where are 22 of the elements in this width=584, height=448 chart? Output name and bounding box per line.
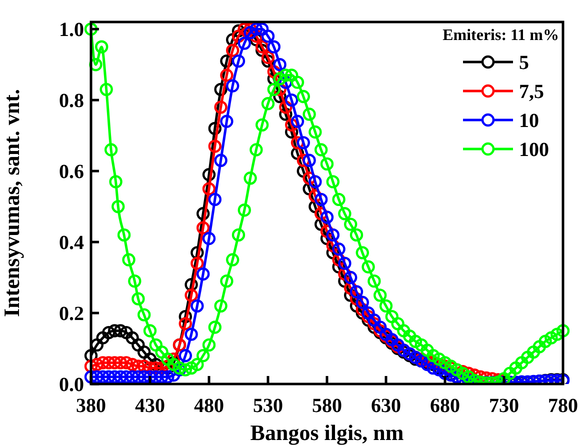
x-tick-label: 430: [135, 395, 165, 417]
x-tick-label: 580: [312, 395, 342, 417]
legend-label: 10: [519, 110, 539, 132]
x-tick-label: 530: [253, 395, 283, 417]
y-tick-label: 1.0: [59, 19, 84, 42]
legend-label: 7,5: [519, 81, 544, 103]
x-tick-label: 730: [489, 395, 519, 417]
y-tick-label: 0.4: [59, 232, 84, 254]
x-axis-title: Bangos ilgis, nm: [250, 420, 404, 445]
y-tick-label: 0.0: [59, 374, 84, 396]
y-tick-label: 0.6: [59, 161, 84, 184]
x-tick-label: 780: [548, 395, 578, 417]
legend-label: 5: [519, 52, 529, 74]
y-axis-title: Intensyvumas, sant. vnt.: [0, 89, 24, 317]
x-tick-label: 480: [194, 395, 224, 417]
legend-label: 100: [519, 139, 549, 161]
x-tick-label: 380: [76, 395, 106, 417]
x-tick-label: 630: [371, 395, 401, 417]
x-tick-label: 680: [430, 395, 460, 417]
y-tick-label: 0.8: [59, 90, 84, 112]
y-tick-label: 0.2: [59, 303, 84, 326]
legend-title: Emiteris: 11 m%: [442, 27, 559, 44]
